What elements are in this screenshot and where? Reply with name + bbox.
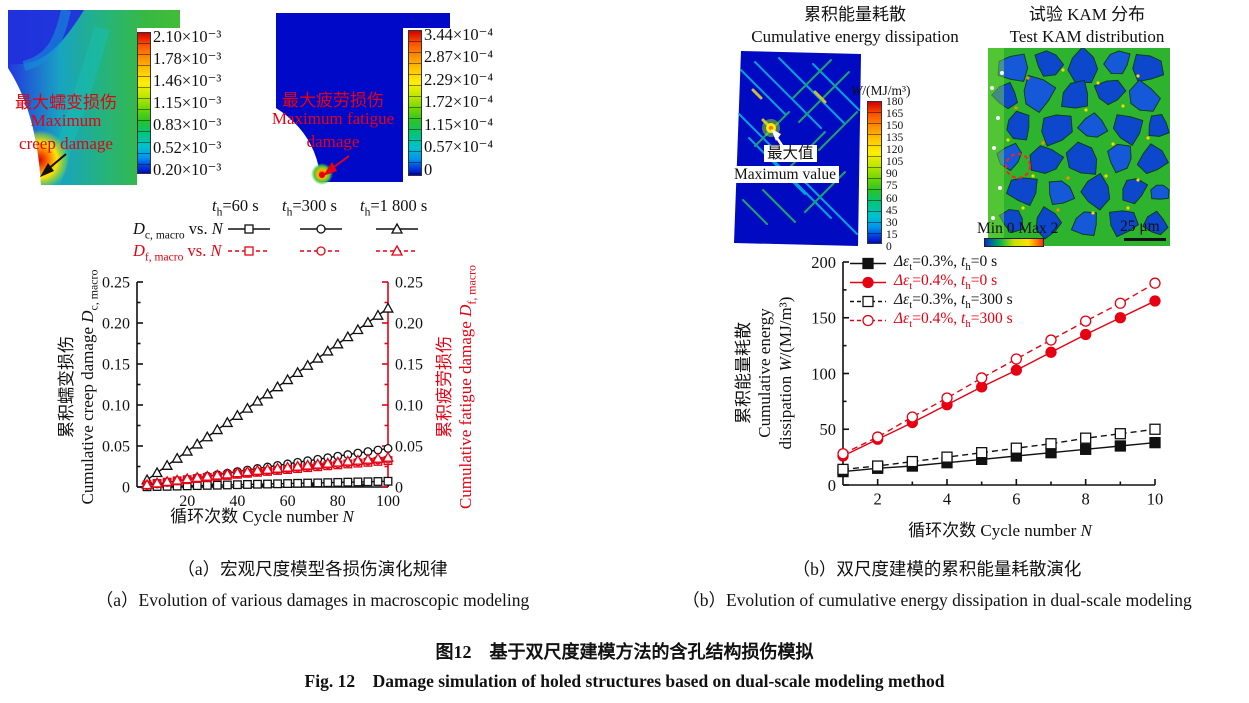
legend-line-sample: [850, 257, 886, 270]
svg-text:0.15: 0.15: [395, 357, 423, 374]
fatigue-label-en-2: damage: [306, 132, 360, 151]
legend-col-th300: th=300 s: [282, 196, 337, 219]
svg-text:0.15: 0.15: [102, 357, 130, 374]
legend-line-sample: [850, 276, 886, 289]
caption-b-zh: （b）双尺度建模的累积能量耗散演化: [792, 559, 1082, 579]
svg-text:6: 6: [1012, 490, 1020, 509]
chart-b-y-axis-title: 累积能量耗散 Cumulative energy dissipation W/(…: [734, 296, 795, 450]
fatigue-damage-contour: [276, 13, 450, 185]
svg-text:100: 100: [811, 364, 836, 383]
svg-text:0.05: 0.05: [395, 439, 423, 456]
energy-colorbar-ticks: 180 165 150 135 120 105 90 75 60 45 30 15 0: [886, 96, 904, 253]
legend-col-th60: th=60 s: [212, 196, 259, 219]
legend-label: Δεt=0.4%, th=300 s: [894, 310, 1013, 331]
energy-colorbar: [867, 101, 882, 244]
caption-a-en: （a）Evolution of various damages in macro…: [95, 590, 530, 610]
kam-range-label: Min 0 Max 2: [977, 220, 1059, 237]
svg-text:150: 150: [811, 309, 836, 328]
creep-label-en-2: creep damage: [19, 134, 113, 153]
svg-text:200: 200: [811, 253, 836, 272]
caption-b-en: （b）Evolution of cumulative energy dissip…: [682, 590, 1192, 610]
chart-a-right-axis-title: 累积疲劳损伤 Cumulative fatigue damage Df, mac…: [435, 264, 479, 510]
svg-text:0.25: 0.25: [102, 275, 130, 292]
legend-label: Δεt=0.3%, th=300 s: [894, 291, 1013, 312]
creep-colorbar-ticks: 2.10×10⁻³ 1.78×10⁻³ 1.46×10⁻³ 1.15×10⁻³ 0.83…: [153, 27, 222, 179]
legend-line-sample: [850, 295, 886, 308]
svg-text:0.10: 0.10: [395, 398, 423, 415]
fatigue-colorbar: [408, 30, 422, 176]
creep-label-en-1: Maximum: [30, 111, 102, 130]
legend-row-creep-label: Dc, macro vs. N: [133, 219, 223, 242]
creep-label-zh: 最大蠕变损伤: [15, 93, 117, 112]
caption-a-zh: （a）宏观尺度模型各损伤演化规律: [177, 559, 448, 579]
svg-text:0: 0: [122, 480, 130, 497]
legend-item: Δεt=0.3%, th=0 s: [848, 253, 1013, 274]
energy-colorbar-title: W/(MJ/m³): [851, 83, 911, 98]
legend-sample-fatigue-1800: [376, 244, 418, 256]
legend-sample-creep-60: [228, 224, 270, 234]
legend-label: Δεt=0.4%, th=0 s: [894, 272, 998, 293]
max-value-label-en: Maximum value: [731, 166, 840, 183]
legend-line-sample: [850, 314, 886, 327]
fatigue-max-arrow: [323, 155, 350, 176]
svg-text:4: 4: [943, 490, 951, 509]
svg-text:0.05: 0.05: [102, 439, 130, 456]
energy-contour-title: 累积能量耗散 Cumulative energy dissipation: [751, 5, 959, 46]
svg-text:40: 40: [229, 493, 245, 510]
energy-chart-legend: Δεt=0.3%, th=0 s Δεt=0.4%, th=0 s Δεt=0.…: [848, 253, 1013, 331]
fatigue-colorbar-ticks: 3.44×10⁻⁴ 2.87×10⁻⁴ 2.29×10⁻⁴ 1.72×10⁻⁴ 1.15…: [424, 25, 494, 179]
chart-b-x-axis-title: 循环次数 Cycle number N: [908, 521, 1092, 540]
kam-title: 试验 KAM 分布 Test KAM distribution: [1009, 5, 1165, 46]
svg-text:100: 100: [376, 493, 400, 510]
svg-text:0.20: 0.20: [102, 316, 130, 333]
svg-text:0.25: 0.25: [395, 275, 423, 292]
legend-col-th1800: th=1 800 s: [360, 196, 428, 219]
fatigue-label-en-1: Maximum fatigue: [271, 109, 395, 128]
svg-text:0.10: 0.10: [102, 398, 130, 415]
kam-scale-label: 25 μm: [1120, 218, 1160, 235]
max-value-label-zh: 最大值: [764, 145, 817, 162]
svg-text:0: 0: [395, 480, 403, 497]
creep-colorbar: [137, 32, 151, 174]
legend-item: Δεt=0.3%, th=300 s: [848, 291, 1013, 312]
kam-colorbar: [984, 238, 1044, 247]
legend-sample-fatigue-60: [228, 246, 270, 256]
svg-text:10: 10: [1147, 490, 1164, 509]
legend-sample-creep-1800: [376, 222, 418, 234]
svg-text:80: 80: [330, 493, 346, 510]
legend-label: Δεt=0.3%, th=0 s: [894, 253, 998, 274]
legend-sample-fatigue-300: [300, 246, 342, 256]
svg-text:0: 0: [828, 476, 836, 495]
svg-text:50: 50: [820, 420, 837, 439]
kam-scale-bar: [1124, 238, 1166, 241]
figure-title-zh: 图12 基于双尺度建模方法的含孔结构损伤模拟: [435, 642, 814, 662]
kam-map: [988, 48, 1170, 246]
legend-row-fatigue-label: Df, macro vs. N: [133, 241, 222, 264]
svg-text:2: 2: [874, 490, 882, 509]
figure-title-en: Fig. 12 Damage simulation of holed struc…: [304, 671, 945, 691]
svg-text:60: 60: [280, 493, 296, 510]
svg-text:8: 8: [1082, 490, 1090, 509]
legend-item: Δεt=0.4%, th=300 s: [848, 310, 1013, 331]
chart-a-left-axis-title: 累积蠕变损伤 Cumulative creep damage Dc, macro: [57, 269, 101, 505]
creep-max-arrow: [40, 153, 67, 177]
svg-text:20: 20: [179, 493, 195, 510]
svg-text:0.20: 0.20: [395, 316, 423, 333]
fatigue-label-zh: 最大疲劳损伤: [282, 91, 384, 110]
chart-a-x-axis-title: 循环次数 Cycle number N: [170, 507, 354, 526]
legend-sample-creep-300: [300, 224, 342, 234]
legend-item: Δεt=0.4%, th=0 s: [848, 272, 1013, 293]
